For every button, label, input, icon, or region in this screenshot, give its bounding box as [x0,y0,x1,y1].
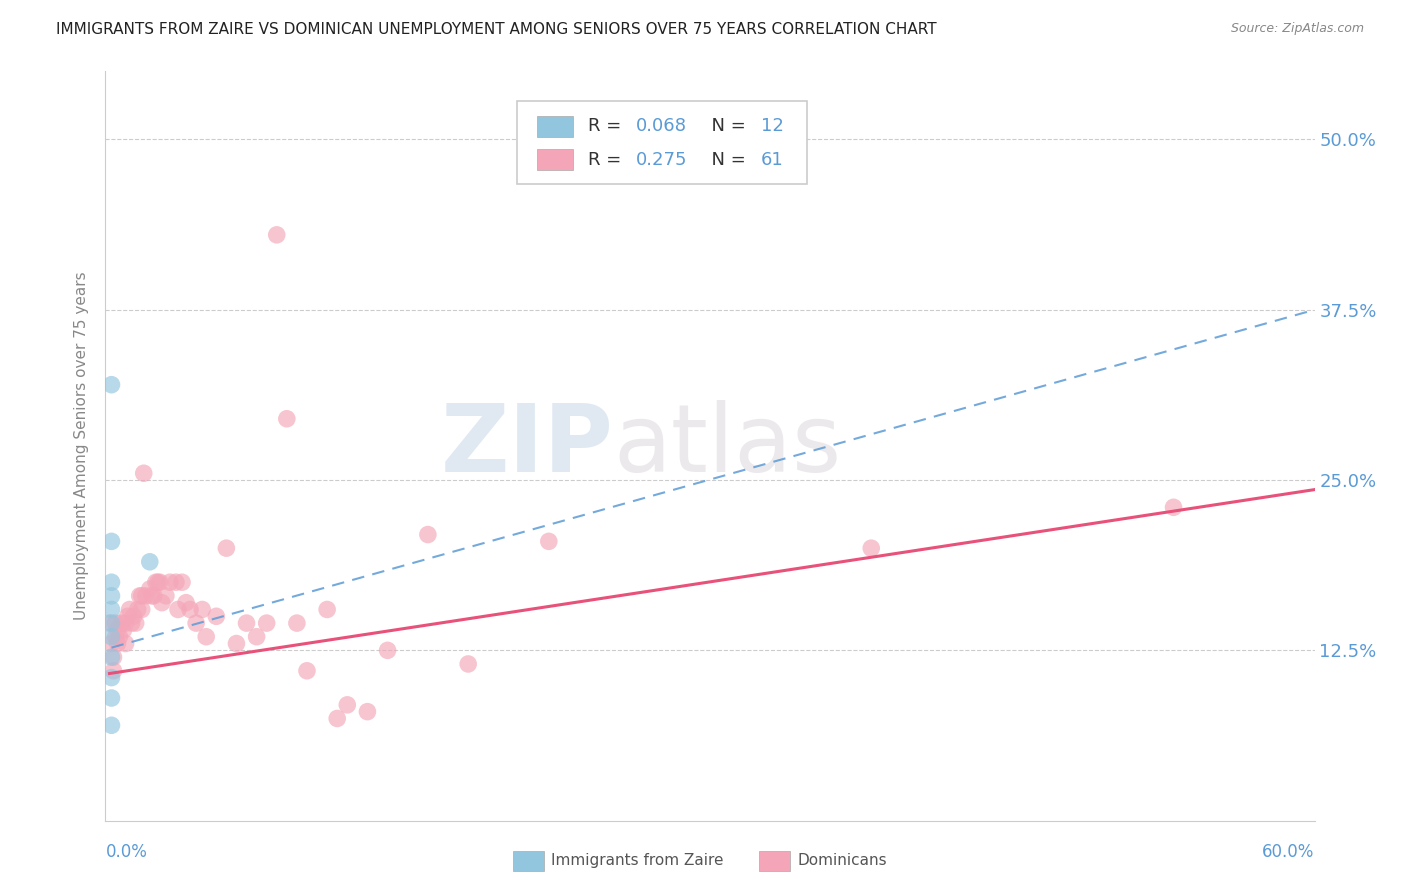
Point [295,664,318,678]
FancyBboxPatch shape [516,102,807,184]
Point [457,657,479,671]
Point [104,630,127,644]
Point [110,616,132,631]
Point [195,630,218,644]
Point [131,602,153,616]
Point [128,589,150,603]
Point [121,616,143,631]
Point [416,527,439,541]
Point [114,616,136,631]
Point [142,589,165,603]
Point [103,650,125,665]
Point [100,691,122,706]
Point [118,602,141,616]
Point [246,630,269,644]
Point [100,718,122,732]
Point [191,602,214,616]
Point [139,582,162,596]
Point [276,411,298,425]
Point [98,616,121,631]
Text: 0.0%: 0.0% [105,843,148,861]
Point [100,602,122,616]
Y-axis label: Unemployment Among Seniors over 75 years: Unemployment Among Seniors over 75 years [75,272,90,620]
Point [100,589,122,603]
Text: R =: R = [588,117,627,135]
Text: ZIP: ZIP [440,400,613,492]
Point [112,623,135,637]
Point [100,650,122,665]
Point [122,609,145,624]
Point [146,575,169,590]
Text: atlas: atlas [613,400,842,492]
Point [127,602,149,616]
Point [100,377,122,392]
Point [100,575,122,590]
FancyBboxPatch shape [537,149,574,170]
Point [356,705,378,719]
Text: Source: ZipAtlas.com: Source: ZipAtlas.com [1230,22,1364,36]
Point [124,616,148,631]
Point [326,711,349,725]
Point [145,575,167,590]
Point [155,589,177,603]
Text: 60.0%: 60.0% [1263,843,1315,861]
Point [103,664,125,678]
Point [100,630,122,644]
Point [1163,500,1185,515]
Point [100,671,122,685]
Point [179,602,201,616]
Point [174,596,197,610]
Point [108,630,131,644]
Text: N =: N = [700,117,752,135]
Point [132,467,155,481]
Point [135,589,157,603]
Point [336,698,359,712]
Point [170,575,193,590]
Point [186,616,208,631]
Point [107,623,129,637]
FancyBboxPatch shape [537,116,574,136]
Point [235,616,257,631]
Point [165,575,187,590]
Point [215,541,238,556]
Text: N =: N = [700,151,752,169]
Text: 12: 12 [761,117,783,135]
Point [131,589,153,603]
Text: Immigrants from Zaire: Immigrants from Zaire [551,854,724,868]
Point [104,616,127,631]
Text: IMMIGRANTS FROM ZAIRE VS DOMINICAN UNEMPLOYMENT AMONG SENIORS OVER 75 YEARS CORR: IMMIGRANTS FROM ZAIRE VS DOMINICAN UNEMP… [56,22,936,37]
Point [167,602,190,616]
Point [107,636,129,650]
Point [860,541,883,556]
Point [100,616,122,631]
Point [225,636,247,650]
Point [141,589,163,603]
Point [114,636,136,650]
Point [159,575,181,590]
Point [117,609,139,624]
Point [205,609,228,624]
Point [139,555,162,569]
Point [100,636,122,650]
Point [149,575,172,590]
Point [100,534,122,549]
Text: R =: R = [588,151,627,169]
Text: Dominicans: Dominicans [797,854,887,868]
Point [377,643,399,657]
Point [150,596,173,610]
Text: 0.275: 0.275 [637,151,688,169]
Point [266,227,288,242]
Point [537,534,560,549]
Point [256,616,278,631]
Point [285,616,308,631]
Text: 0.068: 0.068 [637,117,688,135]
Point [316,602,339,616]
Text: 61: 61 [761,151,783,169]
